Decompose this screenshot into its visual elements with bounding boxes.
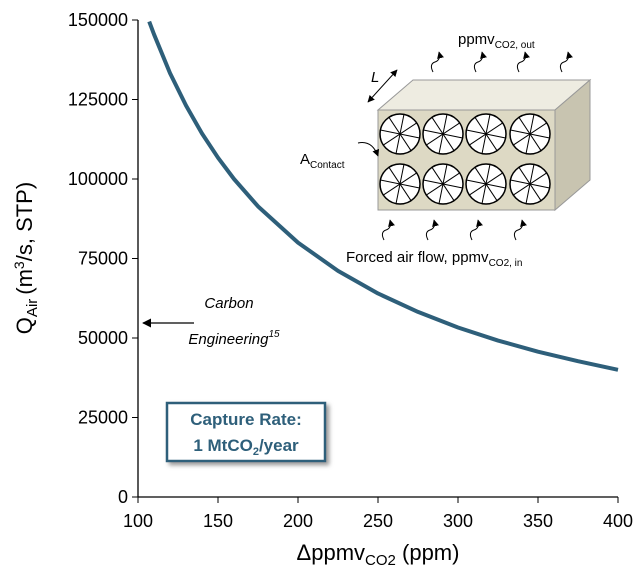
capture-line2: 1 MtCO xyxy=(193,436,253,455)
flow-arrow xyxy=(381,219,395,241)
x-label-text: Δppmv xyxy=(297,540,366,565)
y-label-text: Q xyxy=(12,317,37,334)
in-label: Forced air flow, ppmv xyxy=(346,249,489,266)
x-tick-label: 300 xyxy=(443,511,473,531)
y-tick-label: 150000 xyxy=(68,10,128,30)
capture-text: Capture Rate: xyxy=(190,410,301,429)
fan-blade xyxy=(383,122,417,146)
fan-blade xyxy=(469,122,503,146)
y-tick-label: 25000 xyxy=(78,408,128,428)
x-tick-label: 200 xyxy=(283,511,313,531)
fan-blade xyxy=(513,172,547,196)
out-label: ppmv xyxy=(458,31,495,48)
flow-arrow xyxy=(425,219,439,241)
fan-blade xyxy=(469,172,503,196)
y-tick-label: 100000 xyxy=(68,169,128,189)
inset-diagram xyxy=(357,51,592,241)
length-label: L xyxy=(371,69,379,86)
y-tick-label: 125000 xyxy=(68,90,128,110)
x-tick-label: 100 xyxy=(123,511,153,531)
capture-sub: 2 xyxy=(253,446,259,458)
line xyxy=(147,20,619,372)
y-label-sub: Air xyxy=(24,299,41,317)
capture-box xyxy=(165,401,327,463)
y-tick-label: 75000 xyxy=(78,249,128,269)
flow-arrow xyxy=(430,51,444,73)
flow-arrow xyxy=(559,51,573,73)
annotation-sup: 15 xyxy=(268,329,280,340)
y-label-text2: (m xyxy=(12,269,37,295)
flow-arrow xyxy=(513,219,527,241)
inset-label: ppmvCO2, out xyxy=(458,31,535,51)
y-label-sup: 3 xyxy=(11,261,27,269)
in-sub: CO2, in xyxy=(489,258,523,269)
y-axis-label: QAir (m3/s, STP) xyxy=(11,182,41,334)
fan-blade xyxy=(513,122,547,146)
flow-arrow xyxy=(469,219,483,241)
x-tick-label: 350 xyxy=(523,511,553,531)
flow-arrow xyxy=(473,51,487,73)
y-tick-label: 0 xyxy=(118,487,128,507)
annotation-line2: Engineering xyxy=(188,331,269,348)
plot-area: 0 25000 50000 75000 100000 125000 150000 100 150… xyxy=(68,10,633,531)
inset-label: Forced air flow, ppmvCO2, in xyxy=(346,249,522,269)
inset-label: AContact xyxy=(300,151,345,171)
contact-arrow xyxy=(357,142,380,157)
x-tick-label: 400 xyxy=(603,511,633,531)
x-tick-label: 250 xyxy=(363,511,393,531)
annotation-text: Engineering15 xyxy=(188,329,280,348)
capture-text: 1 MtCO2/year xyxy=(193,436,299,458)
x-label-rest: (ppm) xyxy=(396,540,460,565)
length-arrow xyxy=(367,69,398,103)
fan-blade xyxy=(426,122,460,146)
box-top xyxy=(376,79,592,111)
fan-blade xyxy=(426,172,460,196)
fan-blade xyxy=(383,172,417,196)
y-label-text3: /s, STP) xyxy=(12,182,37,261)
out-sub: CO2, out xyxy=(495,40,535,51)
flow-arrow xyxy=(516,51,530,73)
x-tick-label: 150 xyxy=(203,511,233,531)
area-label: A xyxy=(300,151,310,168)
y-tick-label: 50000 xyxy=(78,328,128,348)
area-sub: Contact xyxy=(310,160,345,171)
x-label-sub: CO2 xyxy=(365,552,396,569)
x-axis-label: ΔppmvCO2 (ppm) xyxy=(297,540,460,569)
annotation-text: Carbon xyxy=(204,295,253,312)
capture-rest: /year xyxy=(259,436,299,455)
